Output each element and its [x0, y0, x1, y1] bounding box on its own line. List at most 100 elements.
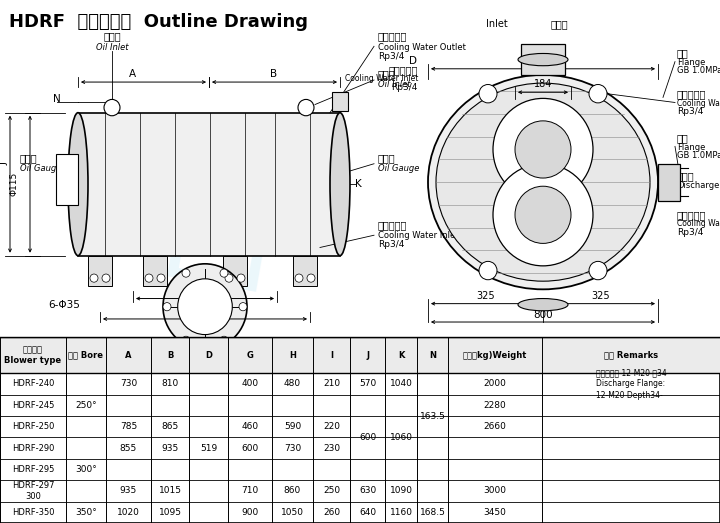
Text: 1020: 1020	[117, 508, 140, 517]
Circle shape	[479, 262, 497, 280]
Text: G: G	[201, 300, 209, 310]
Text: Cooling Water Outlet: Cooling Water Outlet	[677, 99, 720, 108]
Circle shape	[237, 274, 245, 282]
Circle shape	[239, 303, 247, 311]
Bar	[293, 256, 317, 286]
Text: J: J	[366, 351, 369, 360]
Text: 230: 230	[323, 444, 340, 452]
Text: Flange: Flange	[677, 143, 706, 152]
Circle shape	[220, 269, 228, 277]
Text: 730: 730	[284, 444, 301, 452]
Text: HDRF-297
300: HDRF-297 300	[12, 481, 54, 501]
Circle shape	[493, 164, 593, 266]
Text: 冷却水出口: 冷却水出口	[378, 31, 408, 41]
Circle shape	[145, 274, 153, 282]
Ellipse shape	[518, 53, 568, 66]
Text: 注油口: 注油口	[378, 69, 395, 79]
Circle shape	[157, 274, 165, 282]
Text: 730: 730	[120, 380, 137, 389]
Text: D: D	[205, 351, 212, 360]
Text: H: H	[201, 320, 209, 330]
Text: Inlet: Inlet	[486, 19, 508, 29]
Text: 210: 210	[323, 380, 340, 389]
Text: Rp3/4: Rp3/4	[392, 83, 418, 92]
Text: A: A	[128, 69, 135, 79]
Text: G: G	[246, 351, 253, 360]
Text: 865: 865	[161, 422, 179, 431]
Text: A: A	[125, 351, 132, 360]
Bar	[78, 112, 340, 256]
Circle shape	[182, 269, 190, 277]
Text: D: D	[409, 55, 417, 65]
Text: Oil Gauge: Oil Gauge	[20, 164, 61, 173]
Text: 主机型号
Blower type: 主机型号 Blower type	[4, 345, 62, 366]
Text: HDRF-240: HDRF-240	[12, 380, 54, 389]
Text: 785: 785	[120, 422, 137, 431]
Text: Φ115: Φ115	[9, 172, 19, 196]
Text: 法兰: 法兰	[677, 49, 689, 59]
Text: HDRF-245: HDRF-245	[12, 401, 54, 410]
Circle shape	[493, 98, 593, 200]
Text: HDRF-250: HDRF-250	[12, 422, 54, 431]
Text: 590: 590	[284, 422, 301, 431]
Bar	[143, 256, 167, 286]
Text: 710: 710	[241, 486, 258, 495]
Text: 300°: 300°	[75, 465, 97, 474]
Text: 325: 325	[591, 291, 610, 301]
Text: 注油口: 注油口	[103, 31, 121, 41]
Text: 935: 935	[161, 444, 179, 452]
Text: 重量（kg)Weight: 重量（kg)Weight	[463, 351, 527, 360]
Circle shape	[163, 303, 171, 311]
Text: HDRF-295: HDRF-295	[12, 465, 54, 474]
Text: 冷却水进口: 冷却水进口	[389, 65, 418, 75]
Circle shape	[220, 336, 228, 344]
Ellipse shape	[68, 112, 88, 256]
Text: Rp3/4: Rp3/4	[378, 52, 405, 61]
Circle shape	[515, 121, 571, 178]
Text: 325: 325	[476, 291, 495, 301]
Circle shape	[515, 186, 571, 243]
Text: 口径 Bore: 口径 Bore	[68, 351, 104, 360]
Text: J: J	[0, 162, 9, 165]
Ellipse shape	[518, 299, 568, 311]
Text: 250: 250	[323, 486, 340, 495]
Text: 备注 Remarks: 备注 Remarks	[604, 351, 658, 360]
Text: N: N	[429, 351, 436, 360]
Text: 1095: 1095	[158, 508, 181, 517]
Text: 900: 900	[241, 508, 258, 517]
Text: 油位表: 油位表	[378, 154, 395, 164]
Bar	[658, 164, 680, 200]
Ellipse shape	[428, 75, 658, 289]
Circle shape	[104, 99, 120, 116]
Text: Oil Inlet: Oil Inlet	[378, 79, 410, 88]
Text: 220: 220	[323, 422, 340, 431]
Text: 1060: 1060	[390, 433, 413, 442]
Text: Rp3/4: Rp3/4	[378, 240, 405, 249]
Text: Flange: Flange	[677, 58, 706, 67]
Bar	[332, 92, 348, 111]
Text: 2660: 2660	[484, 422, 506, 431]
Text: 400: 400	[241, 380, 258, 389]
Circle shape	[589, 85, 607, 103]
Text: 1015: 1015	[158, 486, 181, 495]
Text: I: I	[330, 351, 333, 360]
Text: 168.5: 168.5	[420, 508, 446, 517]
Text: 法兰: 法兰	[677, 133, 689, 143]
Text: N: N	[53, 95, 61, 105]
Text: Cooling Water Inlet: Cooling Water Inlet	[378, 231, 459, 240]
Text: 855: 855	[120, 444, 137, 452]
Text: 560: 560	[543, 55, 563, 65]
Text: 油位表: 油位表	[20, 154, 37, 164]
Text: GB 1.0MPa: GB 1.0MPa	[677, 151, 720, 160]
Text: Oil Inlet: Oil Inlet	[96, 43, 128, 52]
Text: 163.5: 163.5	[420, 412, 446, 420]
Text: 600: 600	[241, 444, 258, 452]
Circle shape	[102, 274, 110, 282]
Text: Cooling Water Outlet: Cooling Water Outlet	[378, 43, 466, 52]
Circle shape	[298, 99, 314, 116]
Text: 935: 935	[120, 486, 137, 495]
Text: H: H	[289, 351, 296, 360]
Text: 600: 600	[359, 433, 376, 442]
Text: Discharge: Discharge	[677, 180, 719, 190]
Text: 冷却水出口: 冷却水出口	[677, 210, 706, 220]
